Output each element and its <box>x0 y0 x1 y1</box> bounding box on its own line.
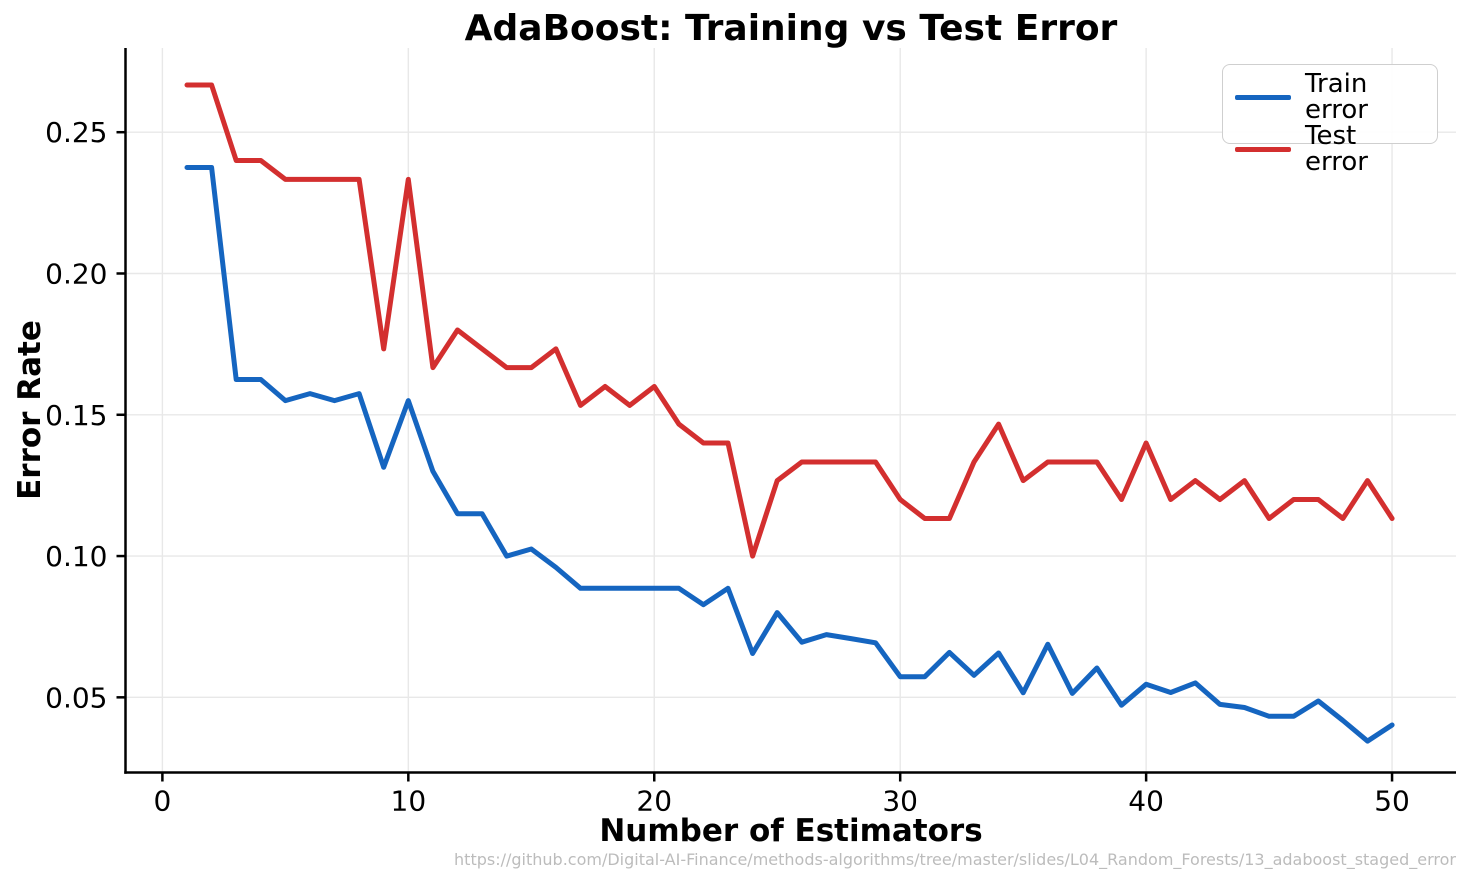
y-tick-label-0.25: 0.25 <box>45 116 107 149</box>
x-tick-label-40: 40 <box>1128 785 1164 818</box>
legend: Train error Test error <box>1222 64 1438 175</box>
train-error-line <box>184 165 1395 744</box>
chart-title: AdaBoost: Training vs Test Error <box>464 8 1118 49</box>
legend-label-test: Test error <box>1305 121 1368 177</box>
x-tick-label-20: 20 <box>636 785 672 818</box>
x-axis-label: Number of Estimators <box>599 813 983 849</box>
x-tick-label-10: 10 <box>391 785 427 818</box>
x-tick-label-0: 0 <box>153 785 171 818</box>
legend-item-train: Train error <box>1235 71 1425 123</box>
train-line-swatch <box>1235 94 1291 100</box>
y-tick-label-0.15: 0.15 <box>45 399 107 432</box>
legend-label-train: Train error <box>1305 69 1368 125</box>
y-tick-label-0.05: 0.05 <box>45 681 107 714</box>
y-tick-label-0.10: 0.10 <box>45 540 107 573</box>
y-axis-label: Error Rate <box>12 320 48 500</box>
legend-item-test: Test error <box>1235 123 1425 175</box>
x-tick-label-50: 50 <box>1374 785 1410 818</box>
test-error-line <box>184 82 1395 559</box>
test-line-swatch <box>1235 146 1291 152</box>
x-tick-label-30: 30 <box>882 785 918 818</box>
footer-url: https://github.com/Digital-AI-Finance/me… <box>454 850 1456 869</box>
y-tick-label-0.20: 0.20 <box>45 257 107 290</box>
